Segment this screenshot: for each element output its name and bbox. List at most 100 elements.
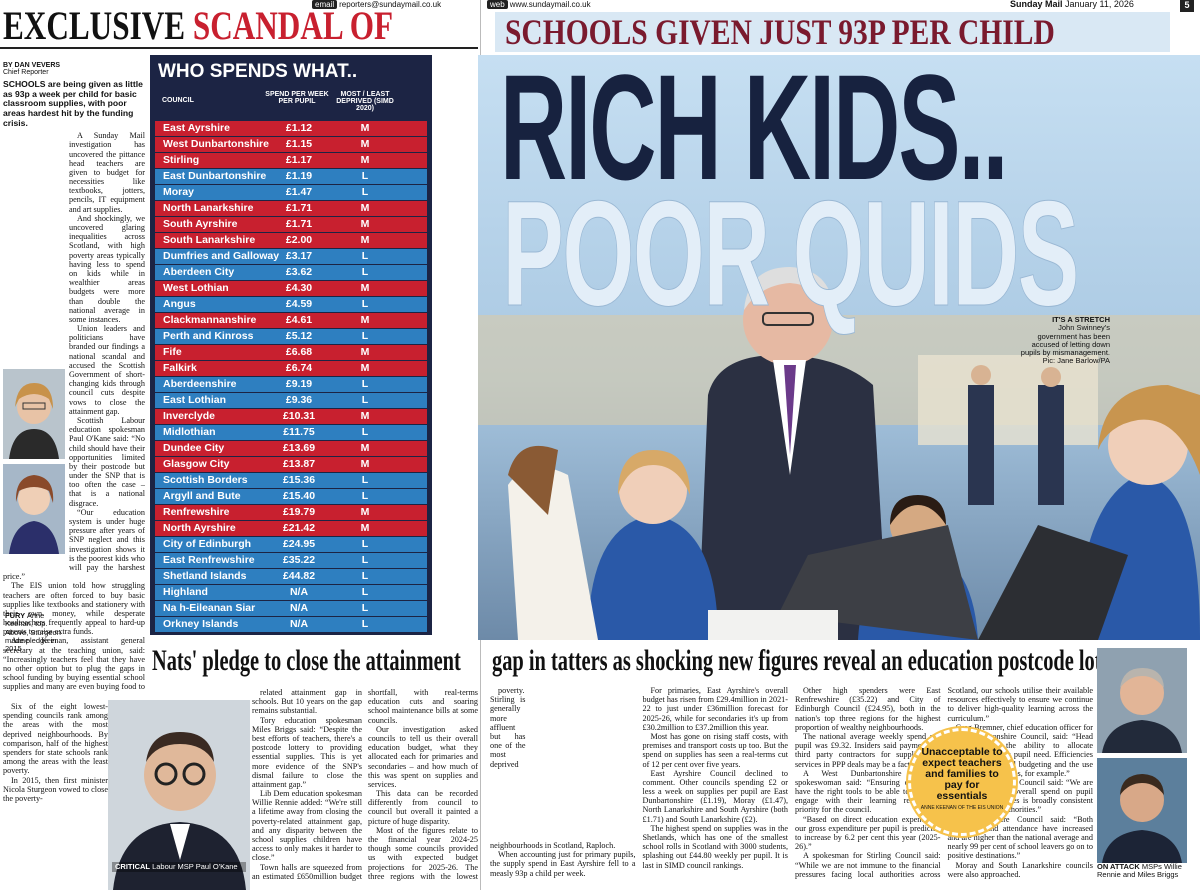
table-row: Dumfries and Galloway £3.17 L: [155, 249, 427, 264]
quote-text: Unacceptable to expect teachers and fami…: [921, 746, 1003, 803]
photo-stack: [3, 369, 65, 564]
table-row: East Lothian £9.36 L: [155, 393, 427, 408]
paragraph: This data can be recorded differently fr…: [368, 789, 478, 826]
spend: £35.22: [282, 554, 316, 566]
council: Fife: [163, 346, 182, 358]
paragraph: East Ayrshire Council declined to commen…: [642, 768, 789, 824]
paragraph: Lib Dem education spokesman Willie Renni…: [252, 789, 362, 863]
spend: £15.36: [282, 474, 316, 486]
email-tag: email: [312, 0, 338, 9]
deprivation: M: [360, 362, 370, 374]
table-row: Dundee City £13.69 M: [155, 441, 427, 456]
table-row: East Renfrewshire £35.22 L: [155, 553, 427, 568]
deprivation: L: [361, 378, 369, 390]
council: West Lothian: [163, 282, 229, 294]
deprivation: M: [360, 154, 370, 166]
deprivation: L: [361, 250, 369, 262]
paragraph: Most of the figures relate to the financ…: [368, 825, 478, 881]
body-text: Six of the eight lowest-spending council…: [3, 702, 108, 888]
deprivation: M: [360, 522, 370, 534]
paragraph: Tory education spokesman Miles Briggs sa…: [252, 715, 362, 789]
deprivation: M: [360, 138, 370, 150]
deprivation: L: [361, 490, 369, 502]
quote-space: [526, 726, 636, 841]
council: Na h-Eileanan Siar: [163, 602, 256, 614]
spend: £1.19: [285, 170, 313, 182]
deprivation: L: [361, 330, 369, 342]
column-header: COUNCIL: [162, 97, 194, 104]
paragraph: A Sunday Mail investigation has uncovere…: [69, 131, 145, 214]
table-row: Clackmannanshire £4.61 M: [155, 313, 427, 328]
table-row: South Ayrshire £1.71 M: [155, 217, 427, 232]
spend: £2.00: [285, 234, 313, 246]
spend: £1.15: [285, 138, 313, 150]
banner: SCHOOLS GIVEN JUST 93P PER CHILD: [505, 12, 1055, 52]
table-row: West Lothian £4.30 M: [155, 281, 427, 296]
council: Moray: [163, 186, 194, 198]
paragraph: related attainment gap in schools. But 1…: [252, 688, 362, 716]
critical-caption: CRITICAL Labour MSP Paul O'Kane: [112, 862, 246, 873]
attack-caption: ON ATTACK MSPs Willie Rennie and Miles B…: [1097, 862, 1189, 880]
deprivation: L: [361, 618, 369, 630]
table-row: Aberdeen City £3.62 L: [155, 265, 427, 280]
council: Clackmannanshire: [163, 314, 257, 326]
spend: £13.87: [282, 458, 316, 470]
spend: N/A: [289, 618, 309, 630]
spend: £6.68: [285, 346, 313, 358]
caption: Anne Keenan, top. Above, Sturgeon made p…: [5, 611, 61, 653]
table-row: Orkney Islands N/A L: [155, 617, 427, 632]
council: Renfrewshire: [163, 506, 230, 518]
spend: £11.75: [283, 426, 315, 438]
paragraph: Scottish Labour education spokesman Paul…: [69, 415, 145, 508]
deprivation: L: [361, 538, 369, 550]
table-row: Inverclyde £10.31 M: [155, 409, 427, 424]
caption-lead: IT'S A STRETCH: [1052, 315, 1110, 324]
council: Scottish Borders: [163, 474, 248, 486]
paragraph: Our investigation asked councils to tell…: [368, 724, 478, 789]
deprivation: M: [360, 442, 370, 454]
bottom-headline: Nats' pledge to close the attainment: [152, 644, 461, 677]
paragraph: Moray and South Lanarkshire councils wer…: [947, 860, 1094, 879]
deprivation: M: [360, 506, 370, 518]
table-row: Stirling £1.17 M: [155, 153, 427, 168]
body-text: related attainment gap in schools. But 1…: [252, 688, 478, 888]
table-row: Midlothian £11.75 L: [155, 425, 427, 440]
council: East Ayrshire: [163, 122, 230, 134]
paragraph: Six of the eight lowest-spending council…: [3, 702, 108, 776]
council: East Dunbartonshire: [163, 170, 267, 182]
caption: MSPs Willie Rennie and Miles Briggs: [1097, 862, 1182, 880]
table: WHO SPENDS WHAT.. COUNCIL SPEND PER WEEK…: [150, 55, 432, 635]
spend: £3.17: [285, 250, 313, 262]
headline: EXCLUSIVE SCANDAL OF: [3, 2, 393, 49]
deprivation: L: [361, 298, 369, 310]
paragraph: The national average weekly spend per pu…: [795, 731, 941, 769]
council: Shetland Islands: [163, 570, 247, 582]
pull-quote: Unacceptable to expect teachers and fami…: [908, 728, 1016, 836]
council: East Renfrewshire: [163, 554, 255, 566]
deprivation: M: [360, 202, 370, 214]
photo-headline: RICH KIDS..: [500, 43, 1008, 211]
paragraph: “Our education system is under huge pres…: [3, 507, 145, 582]
paragraph: The EIS union told how struggling teache…: [3, 581, 145, 637]
main-photo: [478, 55, 1200, 640]
council: Angus: [163, 298, 196, 310]
caption: John Swinney's government has been accus…: [1020, 323, 1110, 366]
deprivation: M: [360, 410, 370, 422]
date: January 11, 2026: [1065, 0, 1134, 9]
table-row: Na h-Eileanan Siar N/A L: [155, 601, 427, 616]
spend: £1.71: [285, 218, 313, 230]
spend: £15.40: [282, 490, 316, 502]
council: Glasgow City: [163, 458, 230, 470]
column-header: SPEND PER WEEK PER PUPIL: [265, 91, 329, 105]
web-tag: web: [487, 0, 508, 9]
masthead-line: Sunday Mail January 11, 2026: [1010, 0, 1134, 9]
paragraph: Town halls are squeezed from an estimate…: [252, 688, 478, 881]
spend: £19.79: [282, 506, 316, 518]
spend: £1.12: [285, 122, 313, 134]
deprivation: M: [360, 458, 370, 470]
spend: £3.62: [285, 266, 313, 278]
deprivation: L: [361, 602, 369, 614]
deprivation: L: [361, 474, 369, 486]
bottom-headline: gap in tatters as shocking new figures r…: [492, 644, 1137, 677]
